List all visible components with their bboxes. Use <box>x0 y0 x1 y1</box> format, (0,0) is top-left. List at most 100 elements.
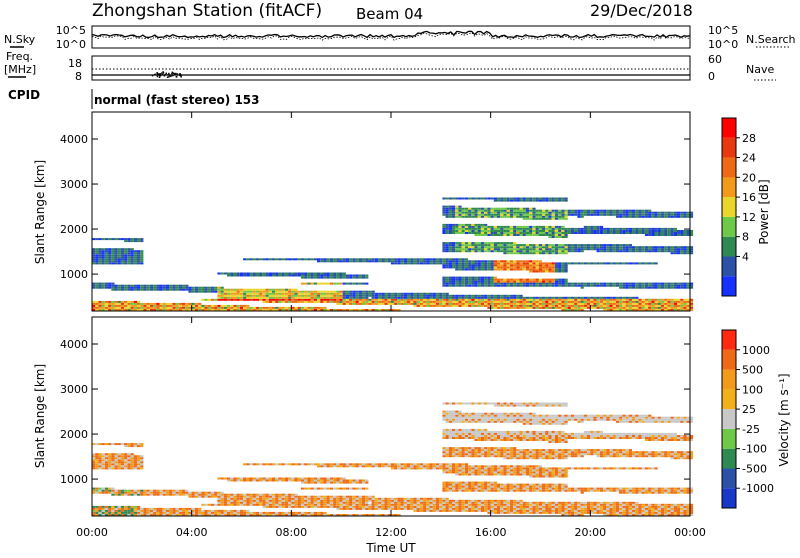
echo-cell <box>304 482 307 484</box>
echo-cell <box>677 214 680 216</box>
echo-cell <box>680 234 683 236</box>
echo-cell <box>494 277 497 279</box>
echo-cell <box>465 435 468 437</box>
echo-cell <box>452 490 455 492</box>
echo-cell <box>205 289 208 291</box>
echo-cell <box>288 500 291 502</box>
echo-cell <box>532 279 535 281</box>
echo-cell <box>484 305 487 307</box>
echo-cell <box>298 293 301 295</box>
echo-cell <box>442 455 445 457</box>
echo-cell <box>510 303 513 305</box>
echo-cell <box>211 307 214 309</box>
echo-cell <box>455 484 458 486</box>
echo-cell <box>352 463 355 465</box>
echo-cell <box>449 455 452 457</box>
echo-cell <box>532 228 535 230</box>
echo-cell <box>475 224 478 226</box>
echo-cell <box>523 250 526 252</box>
echo-cell <box>124 445 127 447</box>
echo-cell <box>500 198 503 200</box>
echo-cell <box>121 301 124 303</box>
echo-cell <box>108 508 111 510</box>
echo-cell <box>526 303 529 305</box>
echo-cell <box>246 480 249 482</box>
echo-cell <box>577 244 580 246</box>
echo-cell <box>150 510 153 512</box>
echo-cell <box>642 228 645 230</box>
echo-cell <box>378 500 381 502</box>
echo-cell <box>442 469 445 471</box>
echo-cell <box>468 279 471 281</box>
echo-cell <box>111 443 114 445</box>
echo-cell <box>413 504 416 506</box>
echo-cell <box>520 228 523 230</box>
echo-cell <box>156 494 159 496</box>
echo-cell <box>462 451 465 453</box>
echo-cell <box>275 500 278 502</box>
echo-cell <box>481 264 484 266</box>
echo-cell <box>548 230 551 232</box>
echo-cell <box>246 496 249 498</box>
echo-cell <box>468 281 471 283</box>
echo-cell <box>568 307 571 309</box>
echo-cell <box>356 299 359 301</box>
echo-cell <box>147 307 150 309</box>
echo-cell <box>143 289 146 291</box>
echo-cell <box>584 297 587 299</box>
echo-cell <box>513 244 516 246</box>
echo-cell <box>548 200 551 202</box>
echo-cell <box>118 260 121 262</box>
echo-cell <box>671 285 674 287</box>
echo-cell <box>401 258 404 260</box>
colorbar-tick-label: 8 <box>742 231 749 244</box>
echo-cell <box>323 463 326 465</box>
echo-cell <box>651 228 654 230</box>
echo-cell <box>307 283 310 285</box>
echo-cell <box>311 258 314 260</box>
echo-cell <box>124 301 127 303</box>
echo-cell <box>188 287 191 289</box>
echo-cell <box>632 248 635 250</box>
echo-cell <box>266 496 269 498</box>
echo-cell <box>491 198 494 200</box>
echo-cell <box>613 301 616 303</box>
echo-cell <box>462 467 465 469</box>
echo-cell <box>458 411 461 413</box>
echo-cell <box>195 291 198 293</box>
echo-cell <box>558 244 561 246</box>
echo-cell <box>565 234 568 236</box>
echo-cell <box>536 212 539 214</box>
echo-cell <box>417 303 420 305</box>
echo-cell <box>227 502 230 504</box>
echo-cell <box>102 252 105 254</box>
echo-cell <box>536 301 539 303</box>
echo-cell <box>352 504 355 506</box>
echo-cell <box>333 498 336 500</box>
echo-cell <box>230 500 233 502</box>
echo-cell <box>233 498 236 500</box>
echo-cell <box>365 260 368 262</box>
echo-cell <box>632 230 635 232</box>
echo-cell <box>233 496 236 498</box>
echo-cell <box>115 301 118 303</box>
echo-cell <box>465 208 468 210</box>
echo-cell <box>548 214 551 216</box>
echo-cell <box>500 301 503 303</box>
echo-cell <box>134 305 137 307</box>
echo-cell <box>250 275 253 277</box>
echo-cell <box>423 299 426 301</box>
echo-cell <box>185 305 188 307</box>
echo-cell <box>420 506 423 508</box>
echo-cell <box>446 228 449 230</box>
echo-cell <box>124 490 127 492</box>
echo-cell <box>288 504 291 506</box>
echo-cell <box>131 459 134 461</box>
echo-cell <box>340 295 343 297</box>
echo-cell <box>468 469 471 471</box>
echo-cell <box>455 250 458 252</box>
echo-cell <box>401 508 404 510</box>
echo-cell <box>529 210 532 212</box>
echo-cell <box>458 295 461 297</box>
echo-cell <box>108 285 111 287</box>
